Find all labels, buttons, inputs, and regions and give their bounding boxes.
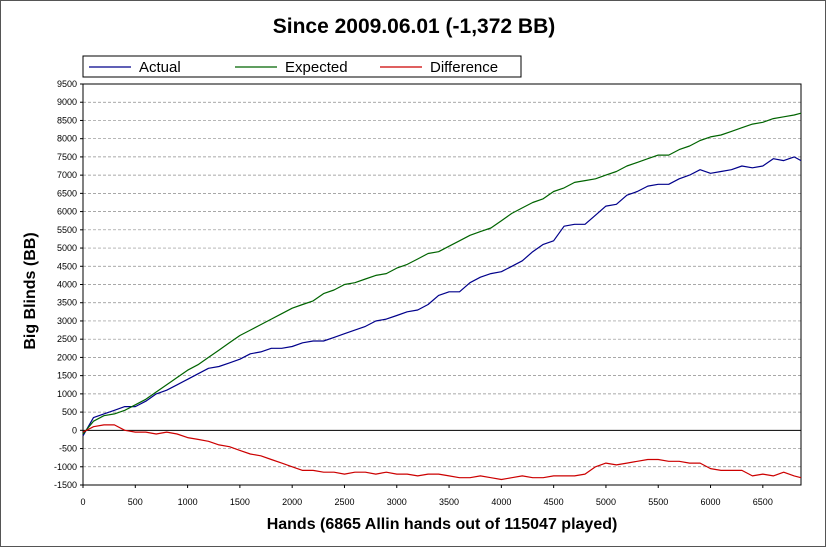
legend: Actual Expected Difference [82, 55, 522, 78]
y-tick-label: 6000 [57, 207, 77, 217]
x-tick-label: 1000 [178, 497, 198, 507]
y-tick-label: -500 [59, 444, 77, 454]
x-tick-label: 4500 [544, 497, 564, 507]
x-tick-label: 4000 [491, 497, 511, 507]
x-axis-title: Hands (6865 Allin hands out of 115047 pl… [267, 516, 618, 533]
y-tick-label: 1000 [57, 389, 77, 399]
y-tick-label: 4000 [57, 280, 77, 290]
y-tick-label: 0 [72, 425, 77, 435]
chart-title: Since 2009.06.01 (-1,372 BB) [272, 15, 556, 38]
legend-label: Actual [139, 59, 181, 76]
x-tick-label: 3500 [439, 497, 459, 507]
y-tick-label: 500 [62, 407, 77, 417]
y-tick-label: 3000 [57, 316, 77, 326]
x-tick-label: 6500 [753, 497, 773, 507]
y-tick-label: 3500 [57, 298, 77, 308]
axes-layer: -1500 -1000 -500 0 500 1000 1500 2000 2500 3000 35… [54, 79, 802, 507]
y-tick-label: -1500 [54, 480, 77, 490]
x-tick-label: 2500 [334, 497, 354, 507]
x-tick-label: 5000 [596, 497, 616, 507]
x-tick-label: 1500 [230, 497, 250, 507]
x-tick-label: 6000 [701, 497, 721, 507]
x-tick-label: 500 [128, 497, 143, 507]
y-axis-title: Big Blinds (BB) [22, 232, 39, 349]
y-tick-label: 7000 [57, 170, 77, 180]
series-line-actual [82, 156, 802, 437]
plot-frame [82, 83, 802, 486]
y-tick-label: 6500 [57, 188, 77, 198]
x-tick-label: 2000 [282, 497, 302, 507]
series-layer [82, 112, 802, 481]
y-tick-label: 9000 [57, 97, 77, 107]
y-tick-label: 2000 [57, 352, 77, 362]
y-tick-label: 4500 [57, 261, 77, 271]
series-line-expected [82, 112, 802, 435]
y-tick-label: 9500 [57, 79, 77, 89]
y-tick-label: 7500 [57, 152, 77, 162]
y-tick-label: 1500 [57, 371, 77, 381]
legend-label: Difference [430, 59, 498, 76]
y-tick-label: -1000 [54, 462, 77, 472]
series-line-difference [82, 424, 802, 481]
y-tick-label: 5500 [57, 225, 77, 235]
y-tick-label: 5000 [57, 243, 77, 253]
legend-box [82, 55, 522, 78]
x-tick-label: 0 [80, 497, 85, 507]
x-tick-label: 3000 [387, 497, 407, 507]
legend-label: Expected [285, 59, 348, 76]
y-tick-label: 2500 [57, 334, 77, 344]
x-tick-label: 5500 [648, 497, 668, 507]
y-tick-label: 8000 [57, 134, 77, 144]
y-tick-label: 8500 [57, 115, 77, 125]
